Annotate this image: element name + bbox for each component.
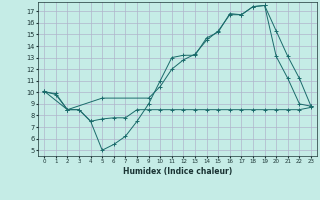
X-axis label: Humidex (Indice chaleur): Humidex (Indice chaleur): [123, 167, 232, 176]
